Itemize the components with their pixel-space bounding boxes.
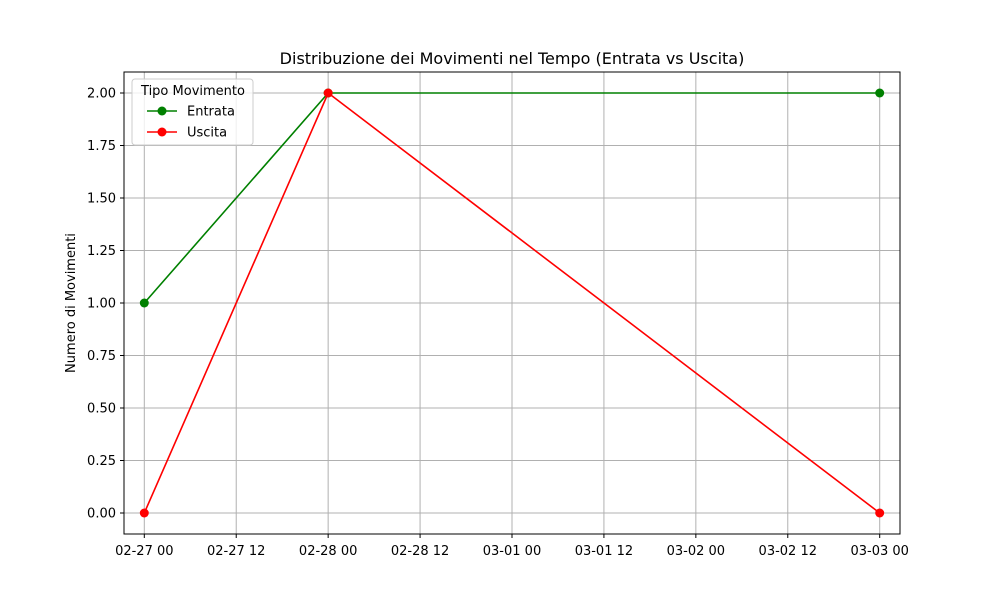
y-tick-label: 1.50 [87,192,116,207]
x-tick-label: 03-02 00 [667,544,725,559]
data-point-uscita [875,508,885,518]
series-markers [139,88,885,518]
chart-title: Distribuzione dei Movimenti nel Tempo (E… [280,49,745,68]
x-tick-label: 02-28 12 [391,544,449,559]
data-point-entrata [875,88,885,98]
y-tick-label: 0.00 [87,507,116,522]
x-tick-label: 02-27 12 [207,544,265,559]
y-tick-label: 1.75 [87,139,116,154]
x-tick-label: 03-02 12 [759,544,817,559]
legend-label-entrata: Entrata [187,105,235,120]
y-tick-label: 1.00 [87,297,116,312]
legend-label-uscita: Uscita [187,126,227,141]
x-tick-label: 03-03 00 [850,544,908,559]
legend-marker-entrata [157,106,167,116]
y-axis-label: Numero di Movimenti [64,233,79,373]
y-tick-label: 0.75 [87,349,116,364]
x-tick-label: 03-01 00 [483,544,541,559]
x-axis: 02-27 00 02-27 12 02-28 00 02-28 12 03-01 00… [115,534,909,559]
legend: Tipo Movimento Entrata Uscita [131,78,254,146]
y-tick-label: 2.00 [87,87,116,102]
legend-title: Tipo Movimento [140,84,245,99]
data-point-entrata [139,298,149,308]
x-tick-label: 03-01 12 [575,544,633,559]
data-point-uscita [139,508,149,518]
legend-marker-uscita [157,127,167,137]
y-tick-label: 0.25 [87,454,116,469]
x-tick-label: 02-27 00 [115,544,173,559]
y-axis: 0.00 0.25 0.50 0.75 1.00 1.25 1.50 1.75 2.00 [87,87,124,522]
y-tick-label: 0.50 [87,402,116,417]
x-tick-label: 02-28 00 [299,544,357,559]
data-point-uscita [323,88,333,98]
grid-lines [124,72,900,534]
y-tick-label: 1.25 [87,244,116,259]
